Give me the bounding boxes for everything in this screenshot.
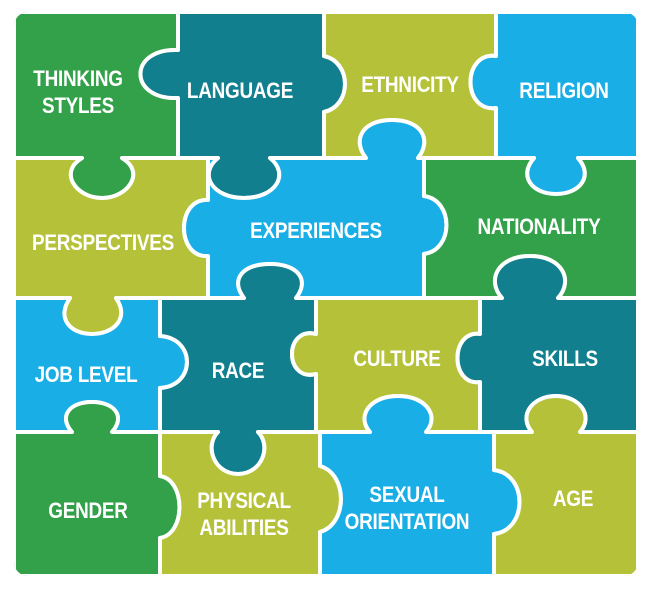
- label-job-level: JOB LEVEL: [34, 361, 138, 387]
- piece-age: [492, 394, 638, 576]
- label-perspectives: PERSPECTIVES: [31, 229, 175, 255]
- label-gender: GENDER: [48, 497, 128, 523]
- label-physical-abilities: PHYSICAL ABILITIES: [197, 488, 291, 540]
- label-age: AGE: [552, 485, 594, 511]
- label-ethnicity: ETHNICITY: [361, 71, 459, 97]
- label-thinking-styles: THINKING STYLES: [33, 66, 123, 118]
- label-skills: SKILLS: [532, 345, 598, 371]
- label-language: LANGUAGE: [186, 77, 294, 103]
- label-sexual-orientation: SEXUAL ORIENTATION: [344, 482, 470, 534]
- label-experiences: EXPERIENCES: [250, 217, 382, 243]
- label-religion: RELIGION: [519, 77, 609, 103]
- label-nationality: NATIONALITY: [477, 213, 601, 239]
- label-race: RACE: [211, 357, 265, 383]
- label-culture: CULTURE: [353, 345, 441, 371]
